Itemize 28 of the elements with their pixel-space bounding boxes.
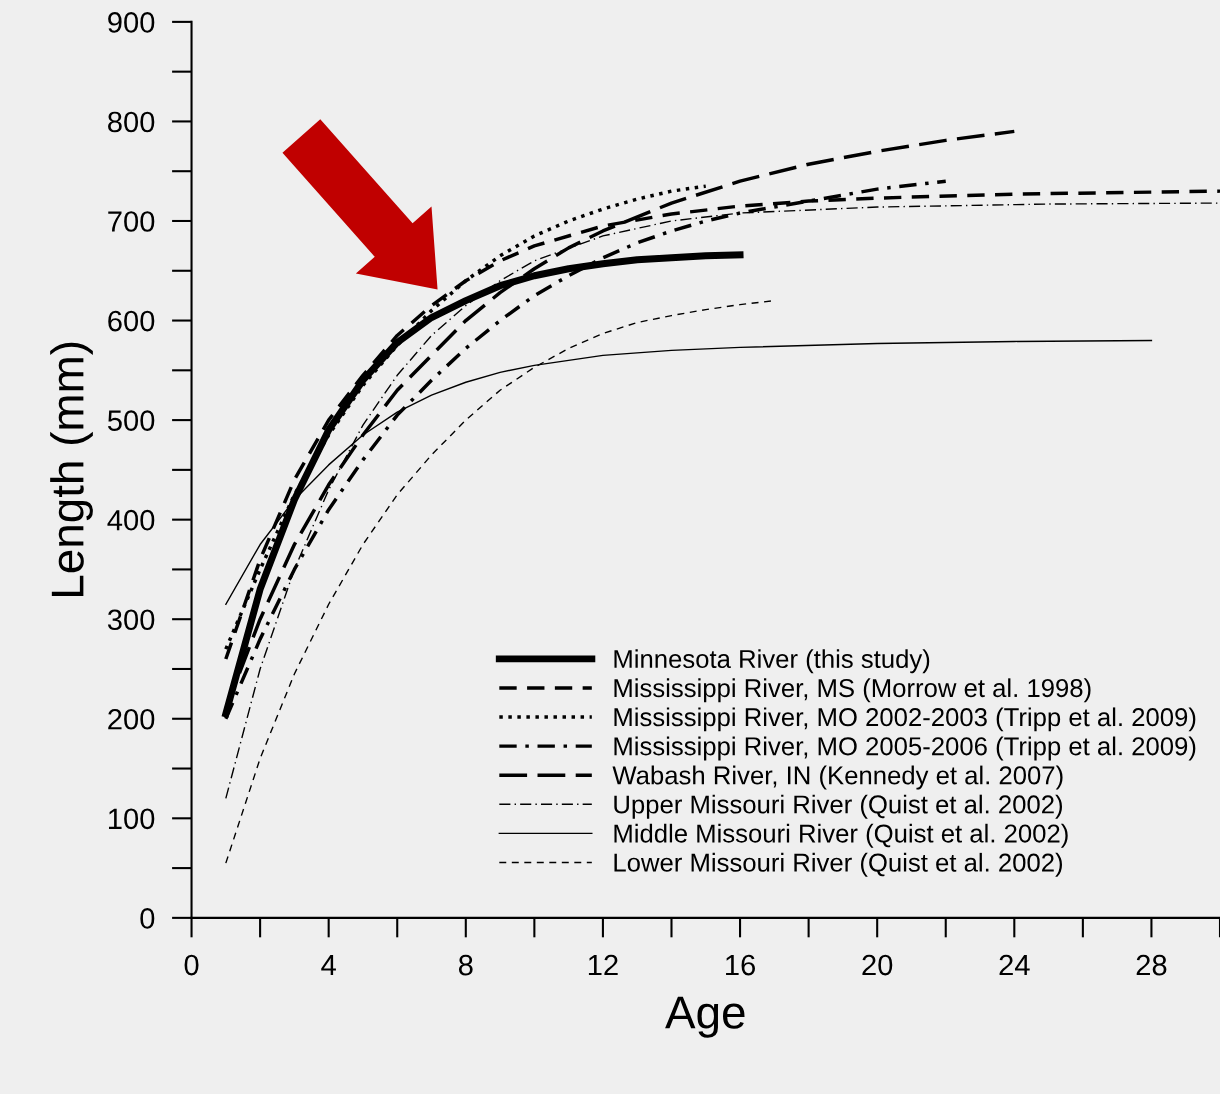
y-tick-label: 900	[108, 12, 155, 33]
y-tick-label: 300	[107, 609, 155, 631]
legend-label: Wabash River, IN (Kennedy et al. 2007)	[612, 765, 1063, 790]
x-tick-label: 8	[458, 954, 473, 976]
y-tick-label: 100	[108, 808, 155, 830]
y-tick-label: 700	[108, 211, 155, 232]
y-axis-title: Length (mm)	[50, 342, 93, 596]
x-axis-title: Age	[665, 996, 745, 1038]
legend-label: Mississippi River, MS (Morrow et al. 1998)	[614, 678, 1091, 703]
x-tick-label: 0	[184, 954, 199, 976]
x-tick-label: 24	[999, 954, 1030, 976]
x-tick-label: 28	[1136, 954, 1167, 976]
y-tick-label: 400	[107, 509, 155, 531]
legend-label: Upper Missouri River (Quist et al. 2002)	[614, 794, 1063, 819]
legend-label: Mississippi River, MO 2002-2003 (Tripp et al. 2009)	[614, 707, 1196, 732]
legend-label: Lower Missouri River (Quist et al. 2002)	[614, 852, 1063, 877]
y-tick-label: 600	[108, 310, 155, 332]
x-tick-label: 4	[321, 955, 336, 976]
legend-label: Middle Missouri River (Quist et al. 2002)	[614, 823, 1068, 848]
legend-label: Mississippi River, MO 2005-2006 (Tripp et al. 2009)	[614, 736, 1196, 761]
y-tick-label: 800	[108, 111, 155, 133]
x-tick-label: 20	[862, 954, 893, 976]
y-tick-label: 500	[107, 410, 155, 431]
x-tick-label: 12	[588, 954, 618, 976]
legend-label: Minnesota River (this study)	[614, 649, 930, 674]
y-tick-label: 0	[140, 908, 155, 929]
y-tick-label: 200	[108, 708, 155, 730]
x-tick-label: 16	[726, 954, 755, 976]
